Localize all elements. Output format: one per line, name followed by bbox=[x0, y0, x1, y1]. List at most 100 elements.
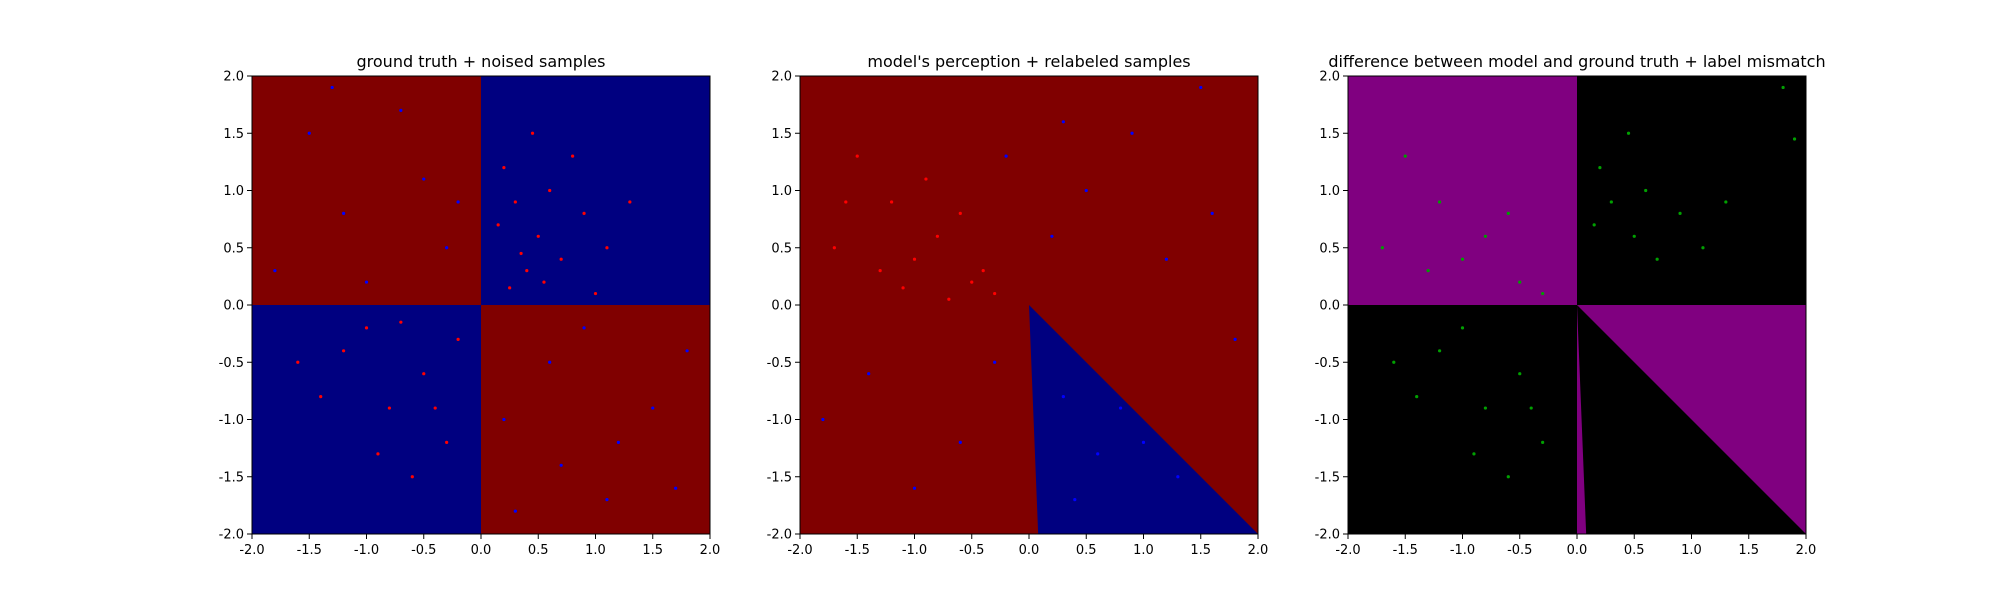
panel-title: model's perception + relabeled samples bbox=[867, 52, 1190, 71]
scatter-point bbox=[508, 286, 512, 290]
scatter-point bbox=[674, 486, 678, 490]
scatter-point bbox=[970, 280, 974, 284]
scatter-point bbox=[1233, 337, 1237, 341]
scatter-point bbox=[445, 440, 449, 444]
x-tick-label: -1.0 bbox=[1450, 543, 1475, 558]
scatter-point bbox=[410, 475, 414, 479]
scatter-point bbox=[867, 372, 871, 376]
y-tick-label: 0.5 bbox=[1319, 241, 1340, 256]
y-tick-label: -1.5 bbox=[1315, 470, 1340, 485]
y-tick-label: 1.0 bbox=[223, 184, 244, 199]
scatter-point bbox=[1609, 200, 1613, 204]
panel-model-perception: model's perception + relabeled samples -… bbox=[767, 52, 1269, 558]
y-tick-label: 0.0 bbox=[1319, 299, 1340, 314]
scatter-point bbox=[1061, 395, 1065, 399]
background-region bbox=[1029, 305, 1258, 534]
x-tick-label: -0.5 bbox=[1507, 543, 1532, 558]
scatter-point bbox=[548, 188, 552, 193]
y-tick-label: -1.0 bbox=[767, 413, 792, 428]
scatter-point bbox=[422, 177, 426, 181]
y-tick-label: 2.0 bbox=[771, 70, 792, 85]
x-tick-label: 0.5 bbox=[528, 543, 549, 558]
scatter-point bbox=[319, 395, 323, 399]
scatter-point bbox=[399, 108, 403, 112]
scatter-point bbox=[1541, 440, 1545, 444]
scatter-point bbox=[912, 486, 917, 490]
y-tick-label: 2.0 bbox=[223, 70, 244, 85]
scatter-point bbox=[628, 200, 632, 204]
scatter-point bbox=[1626, 131, 1631, 135]
scatter-point bbox=[548, 360, 552, 364]
scatter-point bbox=[536, 234, 540, 238]
y-tick-label: 1.5 bbox=[771, 127, 792, 142]
x-tick-label: 0.0 bbox=[1019, 543, 1040, 558]
x-tick-label: 0.0 bbox=[1567, 543, 1588, 558]
y-tick-label: -1.0 bbox=[1315, 413, 1340, 428]
scatter-point bbox=[1084, 188, 1088, 193]
y-tick-label: 1.0 bbox=[1319, 184, 1340, 199]
scatter-point bbox=[1130, 131, 1134, 135]
scatter-point bbox=[1506, 211, 1510, 215]
scatter-point bbox=[1199, 85, 1203, 90]
panel-difference: difference between model and ground trut… bbox=[1315, 52, 1826, 558]
scatter-point bbox=[1061, 120, 1065, 124]
scatter-point bbox=[685, 349, 689, 353]
scatter-point bbox=[1792, 137, 1797, 141]
x-tick-label: -2.0 bbox=[239, 543, 264, 558]
scatter-point bbox=[1518, 372, 1522, 376]
background-region bbox=[1348, 76, 1577, 305]
scatter-point bbox=[422, 372, 426, 376]
y-tick-label: 0.5 bbox=[223, 241, 244, 256]
scatter-point bbox=[456, 200, 460, 204]
panel-title: difference between model and ground trut… bbox=[1328, 52, 1825, 71]
scatter-point bbox=[1781, 85, 1785, 90]
scatter-point bbox=[1472, 452, 1476, 456]
scatter-point bbox=[821, 417, 825, 422]
scatter-point bbox=[342, 211, 346, 215]
x-tick-label: -1.5 bbox=[1393, 543, 1418, 558]
scatter-point bbox=[844, 200, 848, 204]
y-tick-label: 1.5 bbox=[1319, 127, 1340, 142]
y-tick-label: 0.0 bbox=[223, 299, 244, 314]
scatter-point bbox=[519, 251, 523, 256]
background-region bbox=[481, 305, 710, 534]
scatter-point bbox=[582, 211, 586, 215]
scatter-point bbox=[330, 85, 334, 90]
scatter-point bbox=[832, 246, 836, 250]
scatter-point bbox=[502, 166, 506, 170]
scatter-point bbox=[901, 286, 905, 290]
scatter-point bbox=[456, 337, 460, 341]
x-tick-label: -1.5 bbox=[297, 543, 322, 558]
scatter-point bbox=[1176, 475, 1180, 479]
scatter-point bbox=[1380, 246, 1384, 250]
x-tick-label: 0.5 bbox=[1624, 543, 1645, 558]
scatter-point bbox=[958, 440, 962, 444]
scatter-point bbox=[1415, 395, 1419, 399]
background-region bbox=[1577, 305, 1587, 534]
x-tick-label: -2.0 bbox=[1335, 543, 1360, 558]
scatter-point bbox=[582, 326, 586, 330]
y-tick-label: 0.0 bbox=[771, 299, 792, 314]
scatter-point bbox=[1119, 406, 1123, 410]
x-tick-label: 0.5 bbox=[1076, 543, 1097, 558]
scatter-point bbox=[559, 463, 563, 467]
scatter-point bbox=[855, 154, 859, 158]
x-tick-label: 2.0 bbox=[1248, 543, 1269, 558]
scatter-point bbox=[993, 360, 997, 364]
scatter-point bbox=[924, 177, 928, 181]
scatter-point bbox=[1164, 257, 1168, 261]
scatter-point bbox=[376, 452, 380, 456]
y-tick-label: -1.5 bbox=[219, 470, 244, 485]
x-tick-label: -1.0 bbox=[354, 543, 379, 558]
scatter-point bbox=[1506, 475, 1510, 479]
background-region bbox=[481, 76, 710, 305]
scatter-point bbox=[1678, 211, 1682, 215]
scatter-point bbox=[912, 257, 917, 261]
x-tick-label: -0.5 bbox=[959, 543, 984, 558]
x-tick-label: -1.0 bbox=[902, 543, 927, 558]
x-tick-label: 2.0 bbox=[700, 543, 721, 558]
y-tick-label: -0.5 bbox=[767, 356, 792, 371]
scatter-point bbox=[1724, 200, 1728, 204]
scatter-point bbox=[947, 297, 951, 301]
scatter-point bbox=[296, 360, 300, 364]
